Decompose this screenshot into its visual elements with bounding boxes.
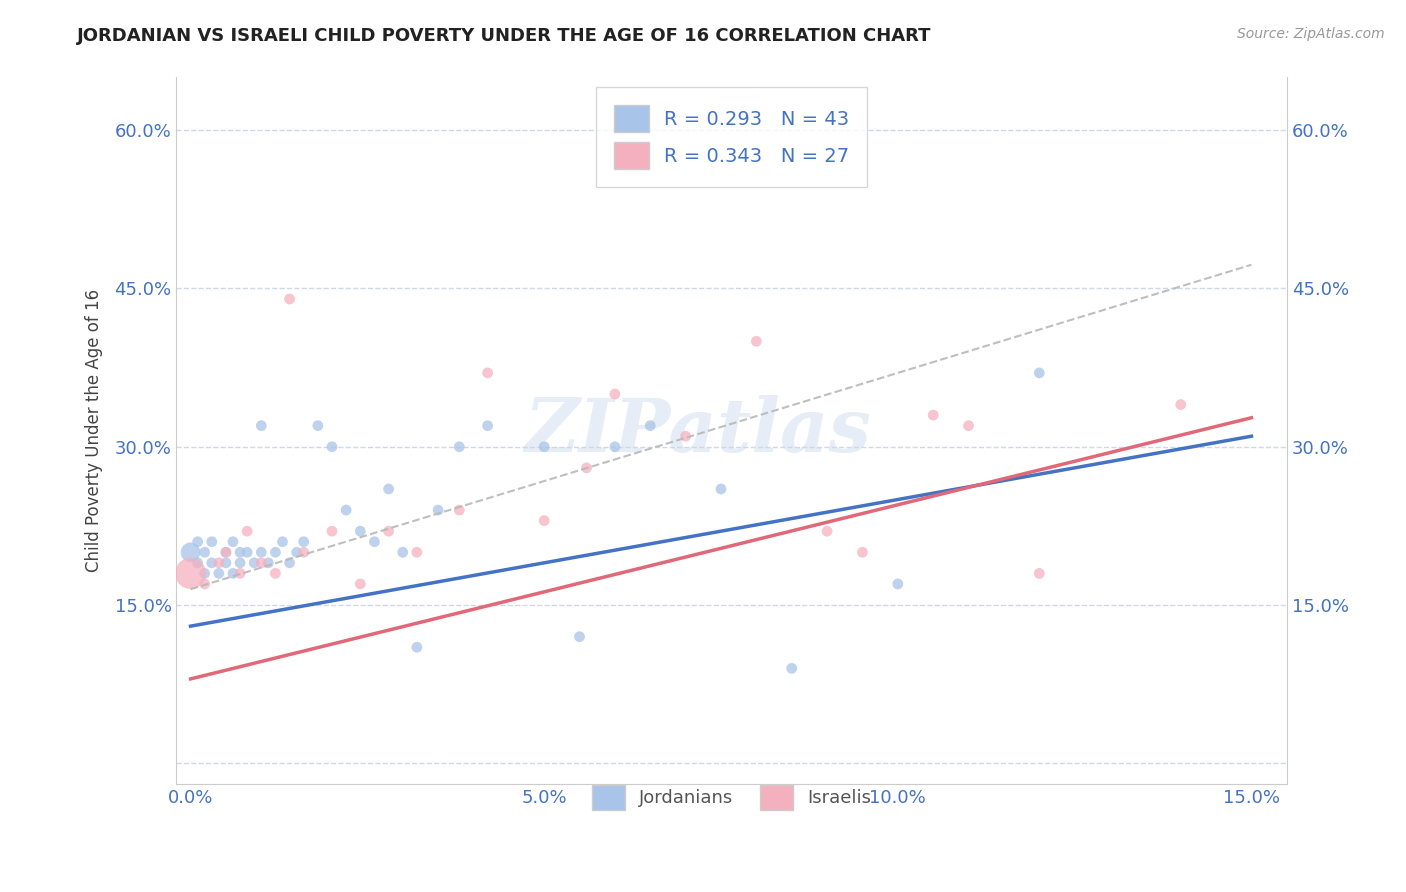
Point — [575, 461, 598, 475]
Point — [391, 545, 413, 559]
Point — [640, 418, 662, 433]
Point — [215, 556, 238, 570]
Point — [675, 429, 697, 443]
Point — [449, 503, 471, 517]
Point — [215, 545, 238, 559]
Point — [922, 408, 945, 422]
Point — [201, 556, 224, 570]
Point — [957, 418, 980, 433]
Point — [229, 566, 252, 581]
Point — [278, 292, 301, 306]
Point — [215, 545, 238, 559]
Point — [187, 556, 209, 570]
Point — [887, 577, 910, 591]
Point — [264, 545, 287, 559]
Point — [568, 630, 591, 644]
Point — [449, 440, 471, 454]
Point — [335, 503, 357, 517]
Text: ZIPatlas: ZIPatlas — [524, 394, 872, 467]
Y-axis label: Child Poverty Under the Age of 16: Child Poverty Under the Age of 16 — [86, 289, 103, 573]
Point — [257, 556, 280, 570]
Point — [603, 387, 626, 401]
Point — [250, 545, 273, 559]
Point — [180, 566, 202, 581]
Point — [180, 545, 202, 559]
Point — [745, 334, 768, 349]
Point — [710, 482, 733, 496]
Point — [427, 503, 450, 517]
Point — [222, 566, 245, 581]
Text: JORDANIAN VS ISRAELI CHILD POVERTY UNDER THE AGE OF 16 CORRELATION CHART: JORDANIAN VS ISRAELI CHILD POVERTY UNDER… — [77, 27, 932, 45]
Point — [250, 556, 273, 570]
Point — [236, 545, 259, 559]
Point — [477, 418, 499, 433]
Point — [187, 534, 209, 549]
Point — [405, 545, 427, 559]
Text: Source: ZipAtlas.com: Source: ZipAtlas.com — [1237, 27, 1385, 41]
Point — [208, 566, 231, 581]
Point — [349, 524, 371, 538]
Point — [377, 524, 399, 538]
Point — [194, 545, 217, 559]
Point — [780, 661, 803, 675]
Point — [1028, 366, 1050, 380]
Point — [271, 534, 294, 549]
Point — [321, 440, 343, 454]
Point — [851, 545, 873, 559]
Point — [477, 366, 499, 380]
Point — [278, 556, 301, 570]
Point — [321, 524, 343, 538]
Point — [533, 440, 555, 454]
Legend: Jordanians, Israelis: Jordanians, Israelis — [578, 771, 886, 825]
Point — [349, 577, 371, 591]
Point — [201, 534, 224, 549]
Point — [264, 566, 287, 581]
Point — [194, 566, 217, 581]
Point — [285, 545, 308, 559]
Point — [229, 556, 252, 570]
Point — [222, 534, 245, 549]
Point — [292, 545, 315, 559]
Point — [377, 482, 399, 496]
Point — [1170, 398, 1192, 412]
Point — [815, 524, 838, 538]
Point — [243, 556, 266, 570]
Point — [603, 440, 626, 454]
Point — [208, 556, 231, 570]
Point — [405, 640, 427, 655]
Point — [1028, 566, 1050, 581]
Point — [194, 577, 217, 591]
Point — [533, 514, 555, 528]
Point — [292, 534, 315, 549]
Point — [363, 534, 385, 549]
Point — [250, 418, 273, 433]
Point — [307, 418, 329, 433]
Point — [229, 545, 252, 559]
Point — [236, 524, 259, 538]
